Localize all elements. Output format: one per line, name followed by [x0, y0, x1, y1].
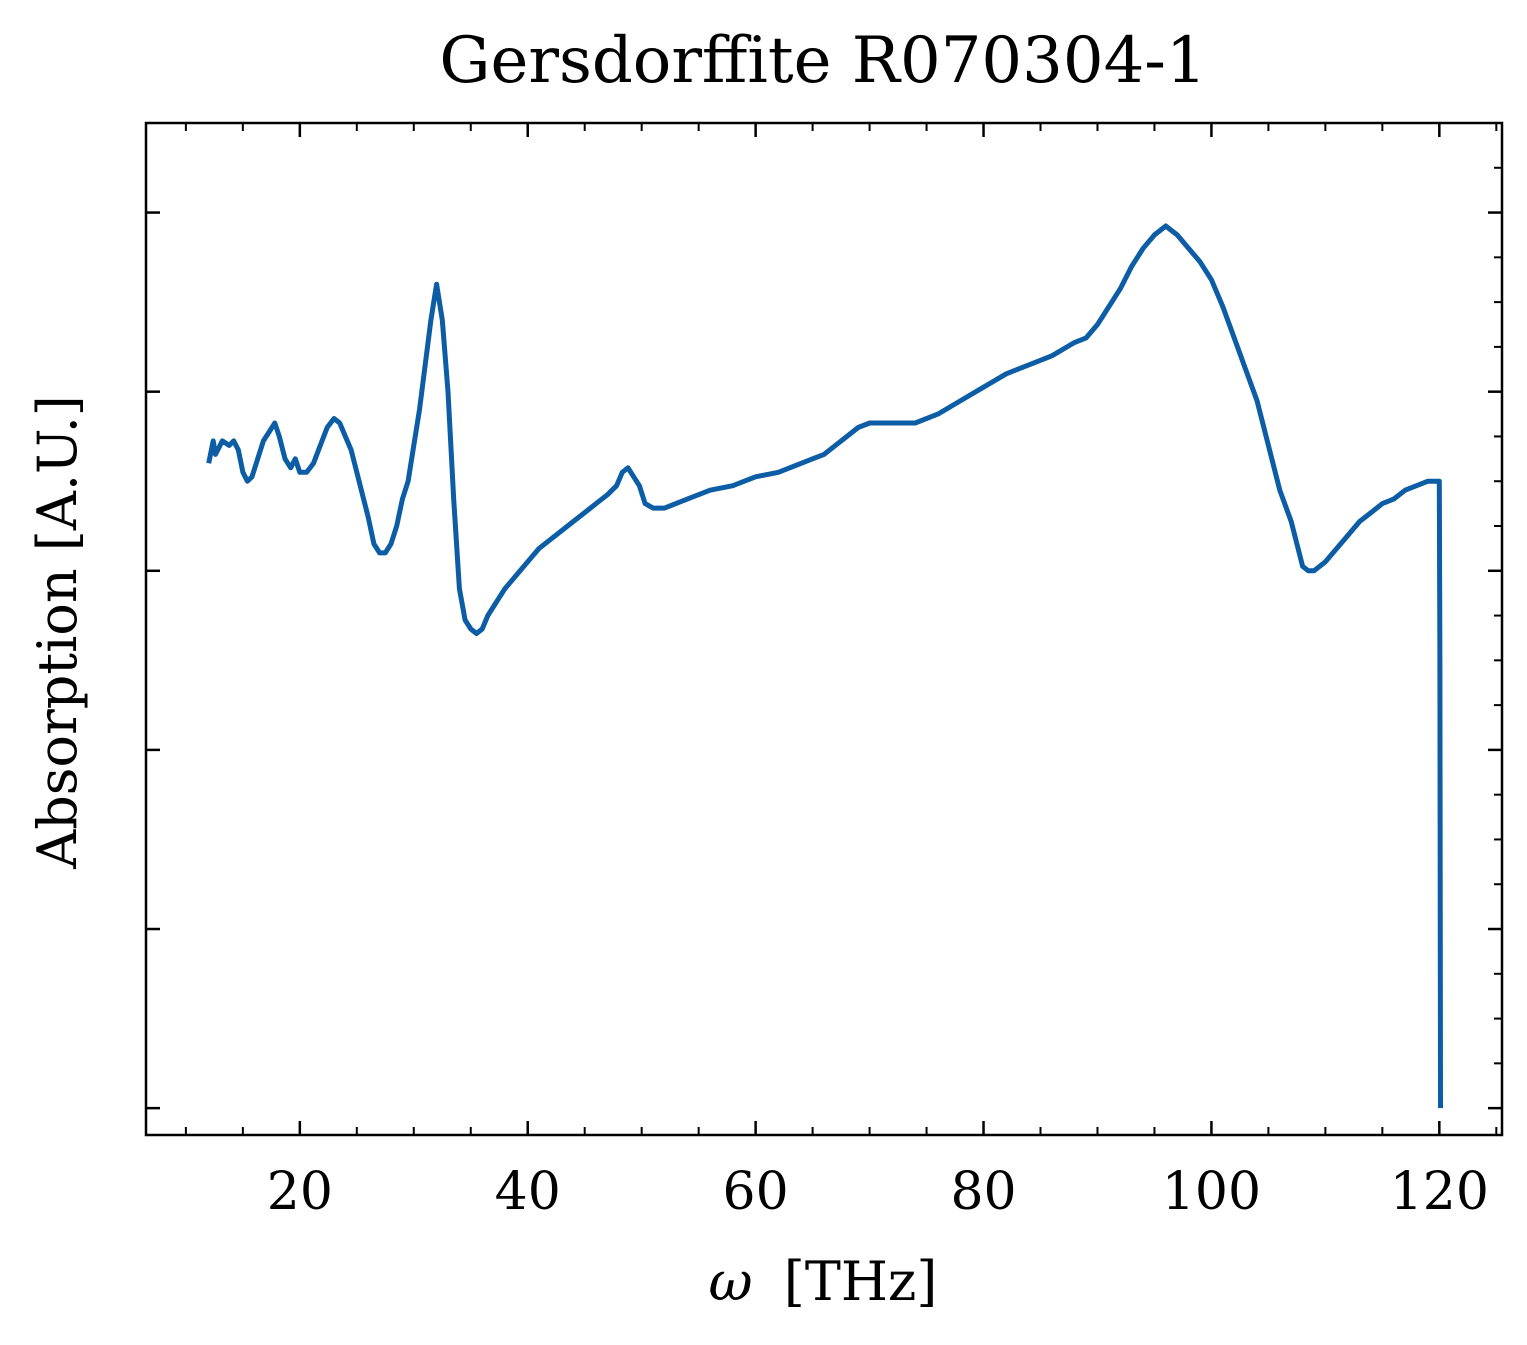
- x-tick-label: 120: [1390, 1162, 1489, 1222]
- axes-frame: [144, 121, 1504, 1137]
- y-axis-ticks: [146, 122, 1502, 1110]
- plot-area: [144, 121, 1504, 1137]
- x-axis-unit: [THz]: [784, 1250, 938, 1313]
- y-axis-label: Absorption [A.U.]: [26, 395, 89, 870]
- absorption-line: [206, 223, 1443, 1109]
- chart-title: Gersdorffite R070304-1: [439, 24, 1206, 98]
- x-axis-ticks: [184, 123, 1498, 1135]
- x-axis-label: ω [THz]: [709, 1250, 938, 1313]
- x-tick-label: 20: [267, 1162, 333, 1222]
- x-tick-label: 40: [495, 1162, 561, 1222]
- x-axis-tick-labels: 20 40 60 80 100 120: [267, 1162, 1489, 1222]
- x-axis-symbol: ω: [709, 1250, 753, 1313]
- x-tick-label: 60: [723, 1162, 789, 1222]
- x-tick-label: 80: [950, 1162, 1016, 1222]
- x-tick-label: 100: [1162, 1162, 1261, 1222]
